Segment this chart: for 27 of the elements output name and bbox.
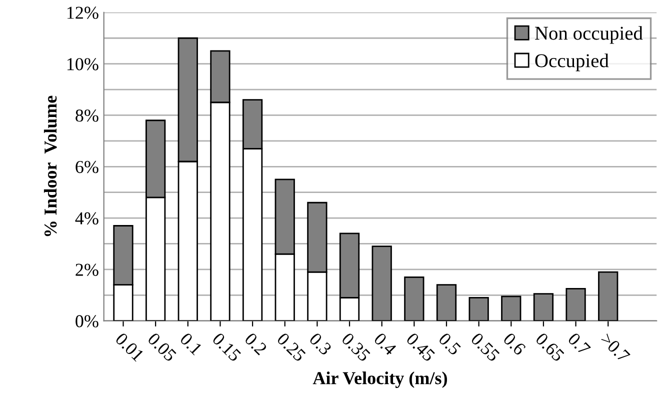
x-tick-label: 0.3: [308, 332, 332, 356]
x-axis-title: Air Velocity (m/s): [312, 372, 447, 388]
y-tick-label: 4%: [75, 212, 98, 225]
y-tick-label: 12%: [67, 6, 98, 19]
y-tick-label: 2%: [76, 264, 98, 276]
y-tick-label: 10%: [67, 58, 98, 70]
x-tick-label: >0.7: [600, 332, 631, 364]
x-tick-label: 0.35: [340, 332, 371, 362]
x-tick-label: 0.55: [470, 332, 500, 362]
x-tick-label: 0.15: [212, 332, 242, 362]
y-tick-label: 0%: [76, 315, 98, 328]
x-tick-label: 0.6: [502, 332, 526, 356]
y-tick-label: 6%: [76, 160, 98, 174]
x-tick-label: 0.1: [179, 332, 203, 356]
x-tick-label: 0.25: [276, 332, 306, 362]
x-tick-label: 0.45: [406, 332, 436, 362]
legend-label: Occupied: [535, 54, 609, 72]
legend-label: Non occupied: [535, 26, 643, 44]
x-tick-label: 0.2: [244, 332, 268, 356]
x-tick-label: 0.4: [373, 332, 398, 356]
x-tick-label: 0.01: [114, 332, 144, 362]
x-tick-label: 0.7: [567, 332, 592, 356]
y-tick-label: 8%: [76, 109, 98, 122]
y-axis-title: % Indoor Volume: [44, 96, 57, 236]
x-tick-label: 0.5: [438, 332, 462, 356]
x-tick-label: 0.05: [147, 332, 178, 362]
x-tick-label: 0.65: [534, 332, 565, 362]
